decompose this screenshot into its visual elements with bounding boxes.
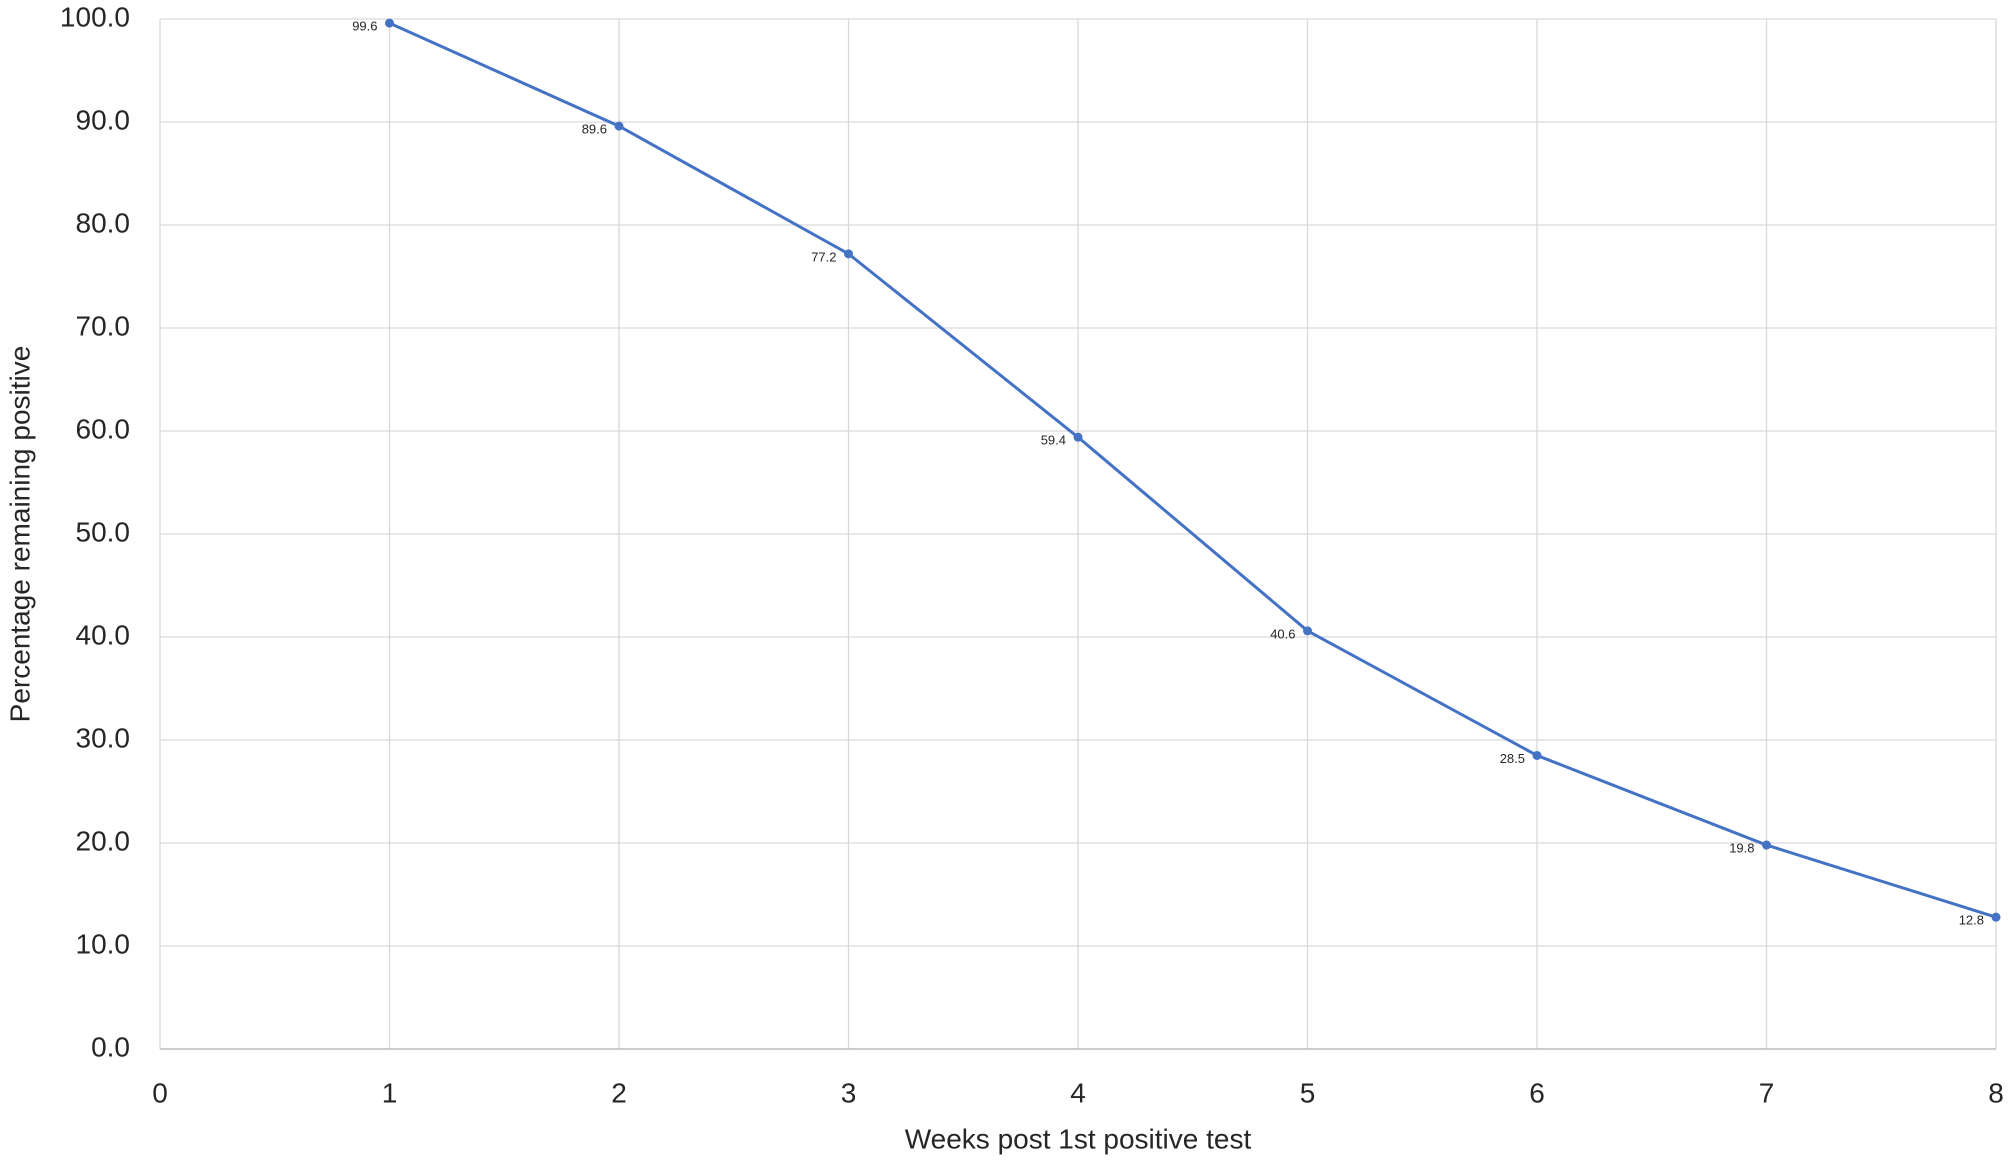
x-tick-label: 7 [1759, 1077, 1775, 1108]
point [1991, 912, 2001, 922]
data-label: 99.6 [352, 19, 377, 34]
x-tick-label: 2 [611, 1077, 627, 1108]
data-label: 19.8 [1729, 840, 1754, 855]
point [614, 121, 624, 131]
x-axis-title: Weeks post 1st positive test [905, 1123, 1252, 1154]
x-tick-label: 8 [1988, 1077, 2004, 1108]
data-label: 12.8 [1959, 913, 1984, 928]
point [844, 249, 853, 259]
y-tick-label: 50.0 [76, 516, 131, 547]
y-tick-label: 100.0 [60, 1, 130, 32]
y-tick-label: 30.0 [76, 722, 131, 753]
data-label: 59.4 [1041, 433, 1066, 448]
point [1532, 750, 1542, 760]
point [385, 18, 394, 28]
data-label: 77.2 [811, 249, 836, 264]
x-tick-label: 4 [1070, 1077, 1086, 1108]
y-tick-label: 60.0 [76, 413, 131, 444]
y-tick-label: 20.0 [76, 825, 131, 856]
y-tick-label: 10.0 [76, 928, 131, 959]
y-axis-title: Percentage remaining positive [4, 346, 35, 723]
point [1303, 626, 1312, 636]
y-tick-label: 80.0 [76, 207, 131, 238]
point [1762, 840, 1771, 850]
point [1073, 432, 1083, 442]
line [388, 21, 1997, 919]
x-tick-label: 1 [382, 1077, 398, 1108]
data-label: 40.6 [1270, 626, 1295, 641]
y-tick-label: 0.0 [91, 1031, 130, 1062]
x-tick-label: 0 [152, 1077, 168, 1108]
x-tick-label: 6 [1529, 1077, 1545, 1108]
y-tick-label: 70.0 [76, 310, 131, 341]
data-label: 28.5 [1500, 751, 1525, 766]
x-tick-label: 3 [841, 1077, 857, 1108]
data-label: 89.6 [582, 122, 607, 137]
y-tick-label: 90.0 [76, 104, 131, 135]
y-tick-label: 40.0 [76, 619, 131, 650]
x-tick-label: 5 [1300, 1077, 1316, 1108]
